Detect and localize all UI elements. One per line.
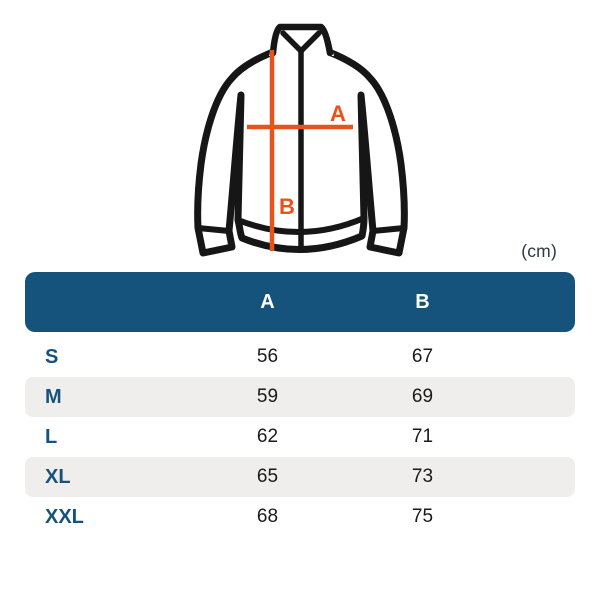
measure-b-label: B: [279, 194, 295, 219]
size-label: XXL: [45, 505, 84, 528]
jacket-size-diagram: A B: [0, 0, 600, 265]
value-a: 65: [256, 466, 279, 487]
size-label: XL: [45, 465, 71, 488]
value-b: 75: [411, 506, 434, 527]
size-label: L: [45, 425, 58, 448]
jacket-illustration: A B: [194, 23, 408, 257]
size-label: S: [45, 345, 59, 368]
collar-outline: [269, 23, 334, 57]
value-a: 56: [256, 346, 279, 367]
table-row-xl: XL 65 73: [25, 457, 575, 497]
header-col-b: B: [415, 290, 430, 313]
size-label: M: [45, 385, 62, 408]
right-cuff-line: [370, 225, 407, 234]
left-cuff-line: [195, 225, 232, 234]
table-header-row: A B: [25, 272, 575, 332]
header-col-a: A: [260, 290, 275, 313]
table-row-l: L 62 71: [25, 417, 575, 457]
table-row-xxl: XXL 68 75: [25, 497, 575, 537]
value-a: 62: [256, 426, 279, 447]
value-a: 59: [256, 386, 279, 407]
value-b: 69: [411, 386, 434, 407]
measure-a-label: A: [330, 101, 346, 126]
size-table: A B S 56 67 M 59 69 L 62 71 XL 65 73: [25, 272, 575, 537]
table-row-m: M 59 69: [25, 377, 575, 417]
unit-label: (cm): [521, 241, 557, 261]
value-b: 73: [411, 466, 434, 487]
value-b: 71: [411, 426, 434, 447]
table-row-s: S 56 67: [25, 337, 575, 377]
value-b: 67: [411, 346, 434, 367]
table-body: S 56 67 M 59 69 L 62 71 XL 65 73 XXL 68 …: [25, 337, 575, 537]
value-a: 68: [256, 506, 279, 527]
